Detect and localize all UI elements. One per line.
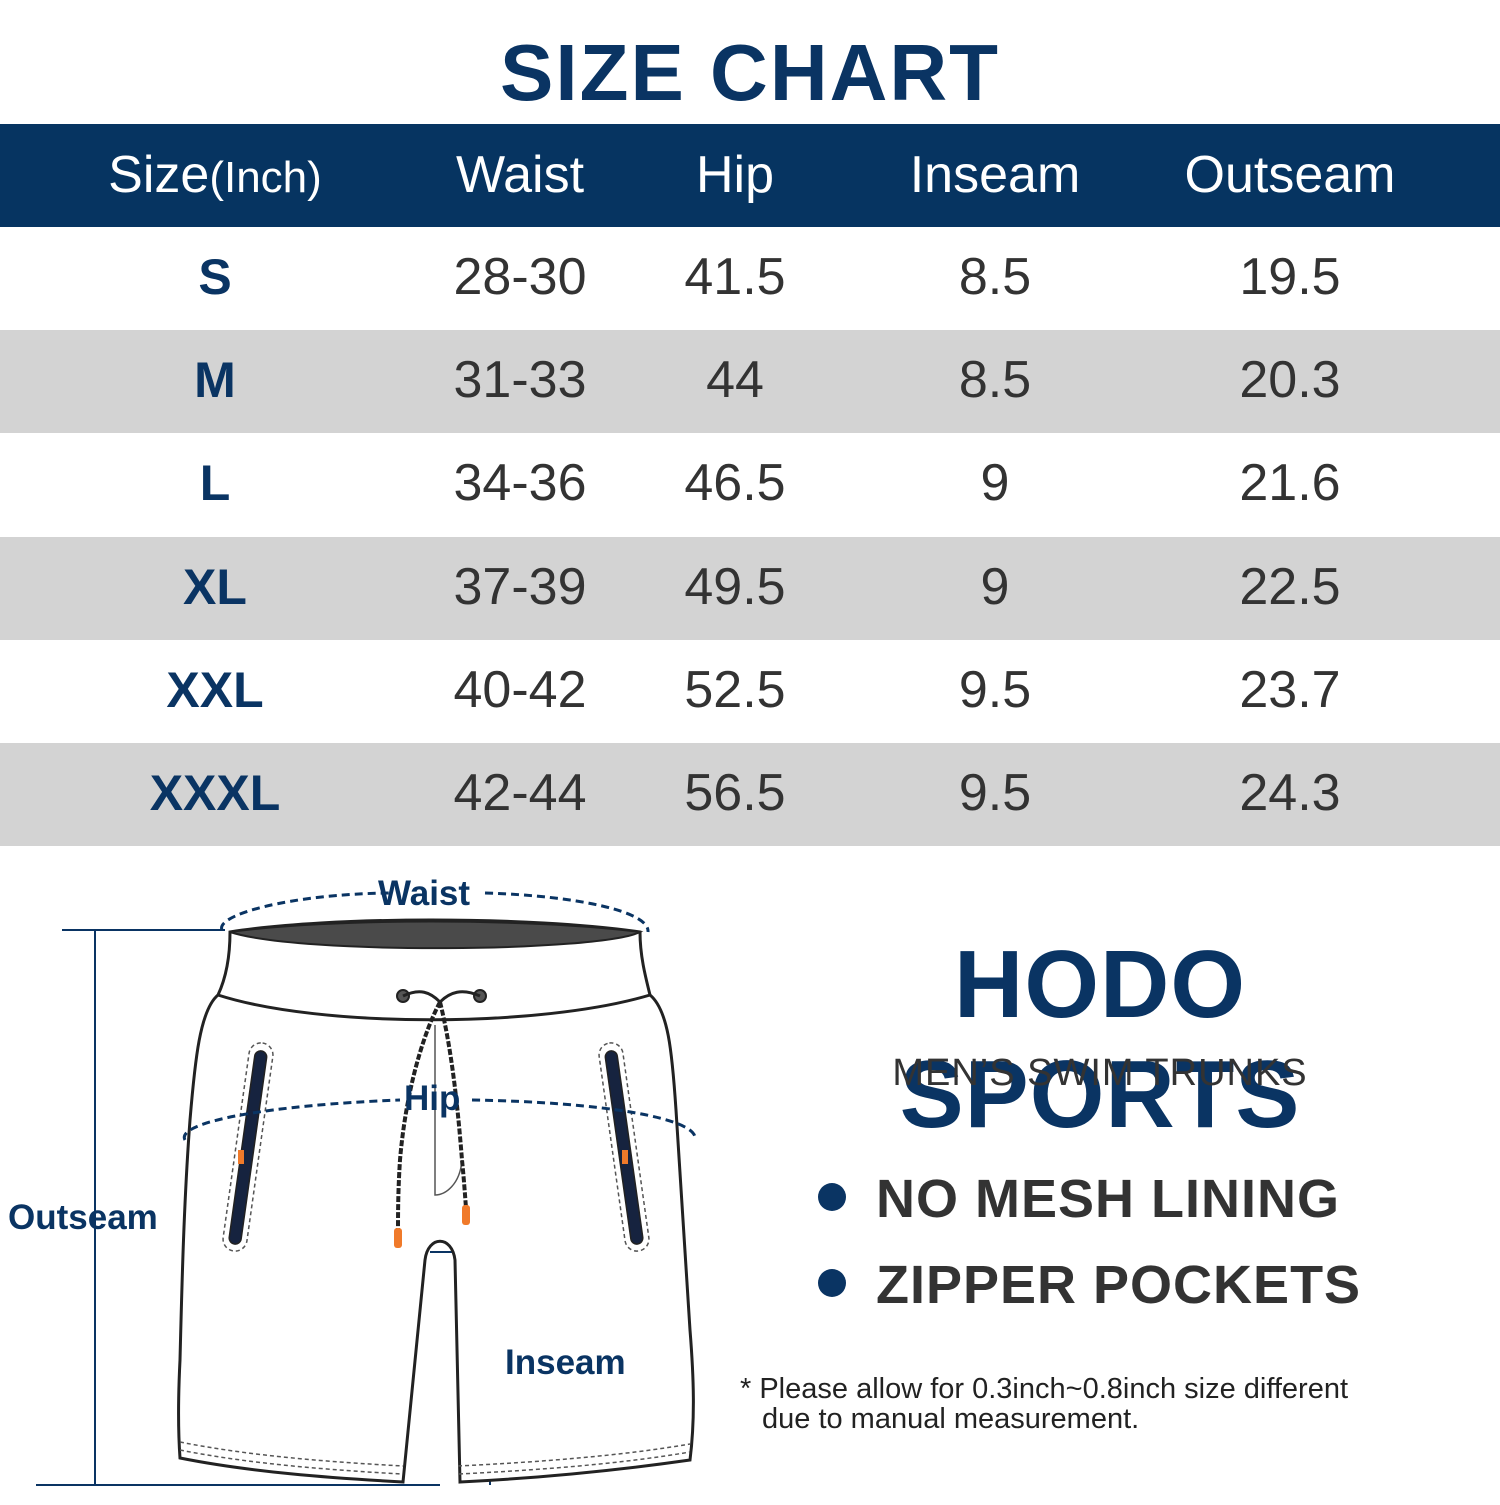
cell-inseam: 9.5 xyxy=(958,661,1032,719)
cell-hip: 52.5 xyxy=(684,661,786,719)
drawcord-right xyxy=(438,1001,468,1209)
shorts-diagram: Waist Hip Outseam Inseam xyxy=(0,860,740,1500)
feature-label: ZIPPER POCKETS xyxy=(876,1255,1362,1315)
cell-waist: 37-39 xyxy=(453,558,587,616)
cell-waist: 40-42 xyxy=(453,661,587,719)
cell-waist: 28-30 xyxy=(453,248,587,306)
cell-outseam: 23.7 xyxy=(1239,661,1341,719)
header-hip: Hip xyxy=(695,146,775,204)
brand-name: HODO SPORTS xyxy=(899,931,1301,1148)
left-pocket-outline xyxy=(222,1042,274,1252)
cell-outseam: 24.3 xyxy=(1239,764,1341,822)
table-row: XXL 40-42 52.5 9.5 23.7 xyxy=(0,640,1500,743)
bullet-icon xyxy=(818,1182,846,1211)
waist-measure-right xyxy=(484,891,650,933)
feature-label: NO MESH LINING xyxy=(876,1169,1341,1229)
cell-hip: 44 xyxy=(706,351,764,409)
table-row: M 31-33 44 8.5 20.3 xyxy=(0,330,1500,433)
header-inseam: Inseam xyxy=(909,146,1081,204)
cell-outseam: 21.6 xyxy=(1239,454,1341,512)
brand-subtitle: MEN’S SWIM TRUNKS xyxy=(892,1052,1308,1094)
measurement-note: * Please allow for 0.3inch~0.8inch size … xyxy=(740,1374,1480,1434)
diagram-outseam-label: Outseam xyxy=(8,1198,158,1237)
size-chart-title: SIZE CHART xyxy=(500,28,1000,117)
hip-measure-right xyxy=(471,1098,697,1141)
cell-size: L xyxy=(199,455,231,511)
diagram-inseam-label: Inseam xyxy=(505,1343,626,1382)
cell-inseam: 8.5 xyxy=(958,248,1032,306)
cell-hip: 41.5 xyxy=(684,248,786,306)
feature-item: NO MESH LINING xyxy=(818,1168,1340,1230)
cell-hip: 49.5 xyxy=(684,558,786,616)
hip-measure-left xyxy=(182,1098,401,1141)
waist-measure-left xyxy=(220,891,391,931)
cell-waist: 42-44 xyxy=(453,764,587,822)
table-row: S 28-30 41.5 8.5 19.5 xyxy=(0,227,1500,330)
cell-size: XXXL xyxy=(149,765,281,821)
header-waist: Waist xyxy=(455,146,585,204)
table-header: Size(Inch) Waist Hip Inseam Outseam xyxy=(0,124,1500,227)
cell-size: XL xyxy=(183,559,247,615)
cell-hip: 56.5 xyxy=(684,764,786,822)
cell-inseam: 9 xyxy=(980,454,1010,512)
cell-hip: 46.5 xyxy=(684,454,786,512)
header-outseam: Outseam xyxy=(1184,146,1396,204)
right-pocket-outline xyxy=(598,1042,650,1252)
table-row: XXXL 42-44 56.5 9.5 24.3 xyxy=(0,743,1500,846)
cell-outseam: 19.5 xyxy=(1239,248,1341,306)
drawcord-left xyxy=(396,1001,442,1233)
cell-size: XXL xyxy=(166,662,264,718)
header-size: Size(Inch) xyxy=(60,124,370,227)
header-size-label: Size xyxy=(108,146,210,204)
note-line-1: * Please allow for 0.3inch~0.8inch size … xyxy=(740,1373,1349,1405)
cell-inseam: 9 xyxy=(980,558,1010,616)
waistband-inside xyxy=(229,920,644,950)
diagram-waist-label: Waist xyxy=(378,874,471,913)
shorts-illustration xyxy=(36,891,697,1486)
header-size-unit: (Inch) xyxy=(209,153,322,202)
cell-size: M xyxy=(194,352,236,408)
cell-size: S xyxy=(198,249,232,305)
bullet-icon xyxy=(818,1268,846,1297)
cell-outseam: 20.3 xyxy=(1239,351,1341,409)
diagram-hip-label: Hip xyxy=(404,1079,461,1118)
drawcord-tip-right xyxy=(462,1205,470,1225)
cell-waist: 34-36 xyxy=(453,454,587,512)
right-zipper xyxy=(604,1050,644,1245)
table-row: XL 37-39 49.5 9 22.5 xyxy=(0,537,1500,640)
cell-inseam: 8.5 xyxy=(958,351,1032,409)
cell-waist: 31-33 xyxy=(453,351,587,409)
left-zipper xyxy=(228,1050,268,1245)
cell-inseam: 9.5 xyxy=(958,764,1032,822)
cell-outseam: 22.5 xyxy=(1239,558,1341,616)
note-line-2: due to manual measurement. xyxy=(762,1403,1140,1435)
feature-item: ZIPPER POCKETS xyxy=(818,1254,1361,1316)
table-row: L 34-36 46.5 9 21.6 xyxy=(0,433,1500,536)
shorts-body xyxy=(177,993,695,1484)
drawcord-tip-left xyxy=(394,1228,402,1248)
